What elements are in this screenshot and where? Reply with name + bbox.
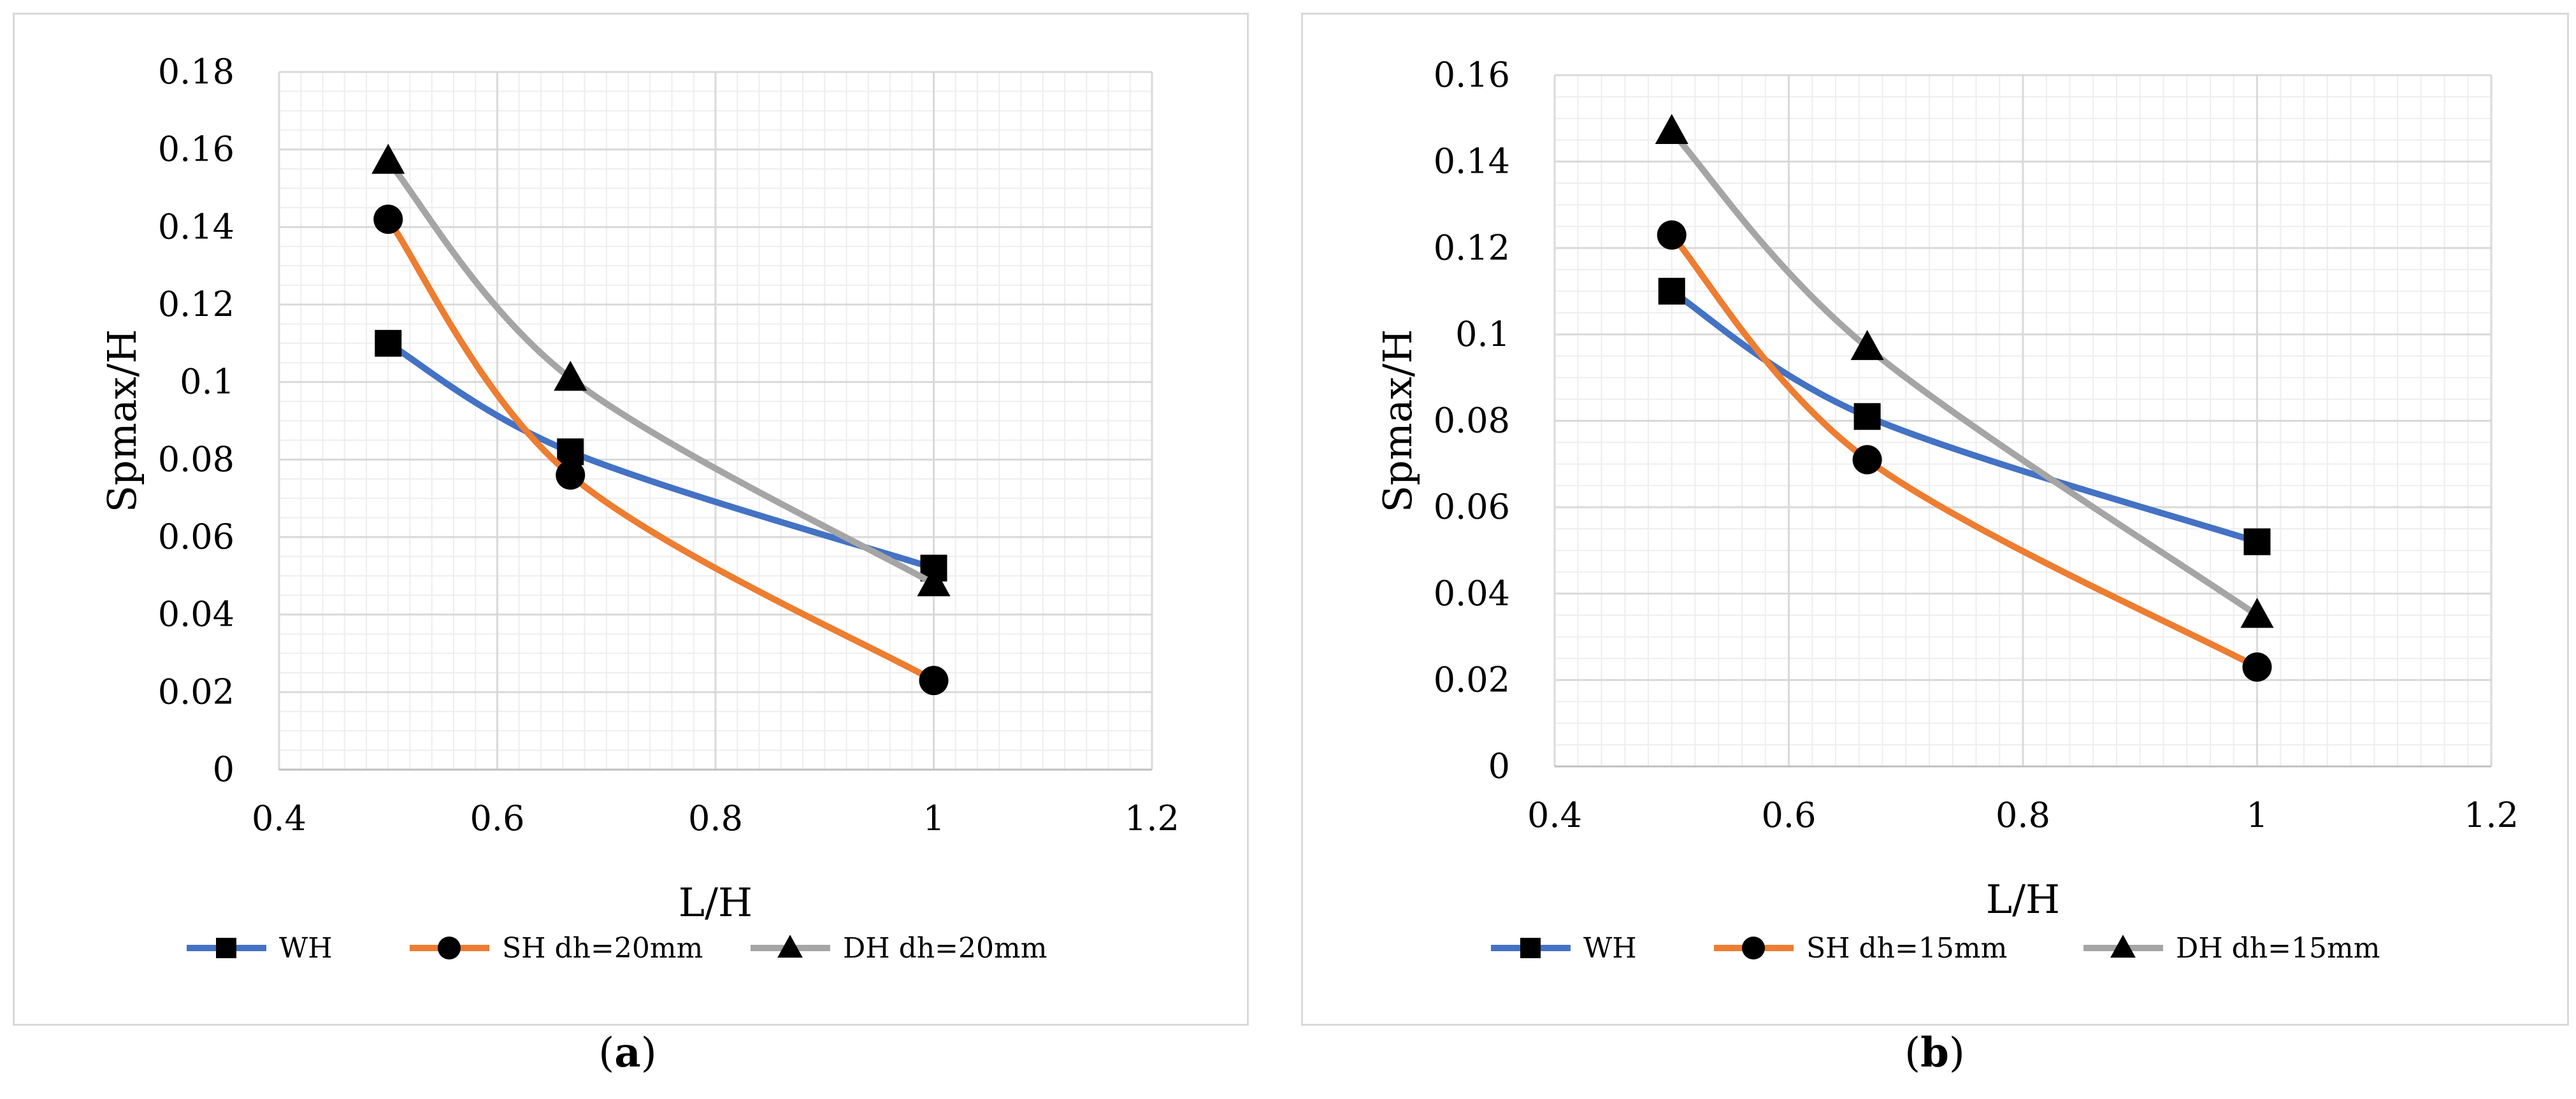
data-point-triangle [1850, 329, 1884, 361]
y-tick-label: 0.12 [158, 284, 234, 324]
legend-label: SH dh=20mm [502, 932, 703, 965]
series-square-b [1658, 278, 2271, 556]
data-point-triangle [2240, 598, 2274, 628]
y-axis-title: Spmax/H [1374, 329, 1421, 513]
series-line [1668, 128, 2261, 619]
y-tick-label: 0.16 [158, 129, 234, 169]
legend-label: WH [1583, 932, 1637, 965]
data-point-circle [2242, 652, 2272, 682]
chart-panel-b: 0.4 0.6 0.8 1 1.2 0 0.02 0.04 0.06 0.08 0.1 0.12 0.1… [1293, 0, 2576, 1099]
grid-a [278, 71, 1153, 771]
legend-label: WH [279, 932, 333, 965]
y-tick-label: 0.08 [158, 439, 234, 479]
x-axis-title: L/H [679, 879, 752, 926]
line-chart-a: 0.4 0.6 0.8 1 1.2 0 0.02 0.04 0.06 0.08 0.1 0.12 0.1… [99, 52, 1179, 965]
data-point-triangle [371, 143, 405, 174]
series-triangle-a [371, 143, 951, 596]
chart-frame-a: 0.4 0.6 0.8 1 1.2 0 0.02 0.04 0.06 0.08 0.1 0.12 0.1… [13, 13, 1249, 1026]
series-line [1668, 231, 2261, 671]
legend-marker-square [216, 938, 236, 958]
x-tick-label: 0.6 [470, 798, 525, 838]
x-tick-label: 0.8 [688, 798, 743, 838]
legend-marker-square [1520, 938, 1541, 958]
y-tick-label: 0.14 [1434, 141, 1510, 182]
legend-b: WH SH dh=15mm DH dh=15mm [1491, 932, 2380, 965]
legend-label: SH dh=15mm [1806, 932, 2007, 965]
legend-marker-circle [438, 937, 461, 959]
y-tick-label: 0.06 [158, 517, 234, 557]
grid-b [1553, 74, 2493, 768]
x-tick-label: 1.2 [2464, 795, 2519, 835]
caption-a: (a) [598, 1029, 657, 1077]
series-line [385, 157, 937, 587]
x-tick-label: 1 [2246, 795, 2268, 835]
y-tick-label: 0 [1488, 746, 1510, 786]
y-tick-label: 0.18 [158, 52, 234, 92]
data-point-triangle [554, 361, 587, 391]
x-tick-label: 0.8 [1996, 795, 2050, 835]
data-point-triangle [917, 566, 951, 596]
data-point-circle [373, 205, 403, 234]
y-tick-label: 0.1 [1455, 314, 1510, 354]
y-tick-label: 0.04 [158, 594, 234, 635]
data-point-circle [1657, 220, 1687, 250]
caption-b: (b) [1904, 1029, 1965, 1077]
data-point-square [1853, 403, 1881, 430]
y-tick-label: 0.06 [1434, 487, 1510, 527]
data-point-circle [1852, 445, 1882, 475]
x-tick-label: 0.6 [1762, 795, 1817, 835]
series-circle-b [1657, 220, 2272, 682]
chart-panel-a: 0.4 0.6 0.8 1 1.2 0 0.02 0.04 0.06 0.08 0.1 0.12 0.1… [0, 0, 1255, 1099]
legend-label: DH dh=20mm [843, 932, 1047, 965]
line-chart-b: 0.4 0.6 0.8 1 1.2 0 0.02 0.04 0.06 0.08 0.1 0.12 0.1… [1374, 55, 2519, 965]
chart-frame-b: 0.4 0.6 0.8 1 1.2 0 0.02 0.04 0.06 0.08 0.1 0.12 0.1… [1301, 13, 2569, 1026]
y-tick-label: 0.08 [1434, 401, 1510, 441]
series-line [1668, 288, 2261, 545]
data-point-square [2243, 528, 2271, 556]
data-point-square [1658, 278, 1685, 305]
data-point-triangle [1655, 113, 1688, 145]
legend-label: DH dh=15mm [2176, 932, 2380, 965]
x-tick-label: 1.2 [1125, 798, 1179, 838]
data-point-circle [556, 460, 586, 490]
x-tick-label: 0.4 [1527, 795, 1582, 835]
y-axis-title: Spmax/H [99, 329, 145, 513]
legend-marker-triangle [2110, 935, 2136, 958]
legend-marker-triangle [777, 935, 803, 958]
x-axis-title: L/H [1986, 876, 2060, 923]
y-tick-label: 0.02 [158, 672, 234, 712]
y-tick-label: 0.04 [1434, 573, 1510, 614]
series-circle-a [373, 205, 949, 696]
data-point-circle [919, 666, 949, 696]
y-tick-label: 0 [213, 749, 234, 789]
y-tick-label: 0.12 [1434, 227, 1510, 268]
legend-a: WH SH dh=20mm DH dh=20mm [187, 932, 1047, 965]
x-tick-label: 1 [923, 798, 944, 838]
series-line [385, 216, 937, 684]
y-tick-label: 0.02 [1434, 659, 1510, 700]
y-tick-label: 0.16 [1434, 55, 1510, 95]
y-tick-label: 0.14 [158, 206, 234, 247]
x-tick-label: 0.4 [252, 798, 306, 838]
data-point-square [375, 329, 402, 357]
y-tick-label: 0.1 [180, 362, 234, 402]
legend-marker-circle [1742, 937, 1765, 959]
series-triangle-b [1655, 113, 2274, 628]
